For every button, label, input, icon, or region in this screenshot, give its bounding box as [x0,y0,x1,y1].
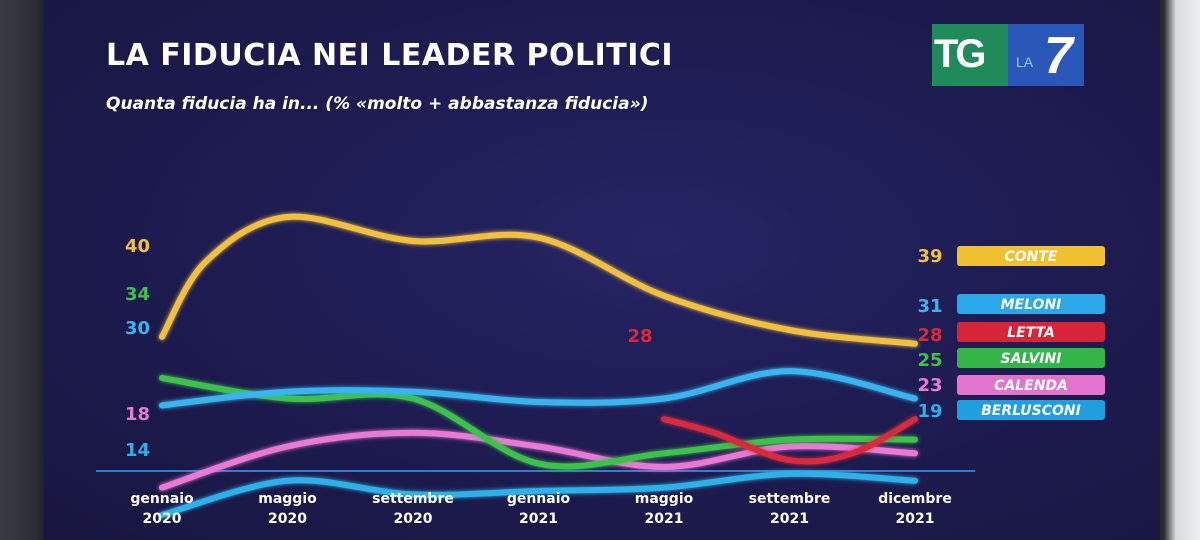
end-value-calenda: 23 [917,375,942,396]
series-line-letta [661,416,918,465]
legend-label-calenda: CALENDA [994,378,1068,394]
x-tick-year-6: 2021 [896,511,935,527]
legend-badge-calenda [957,375,1105,395]
legend-label-salvini: SALVINI [1001,351,1062,367]
series-line-salvini [159,375,918,470]
end-value-salvini: 25 [917,350,942,371]
start-value-calenda: 18 [125,404,150,425]
legend-badge-meloni [957,294,1105,314]
x-tick-year-0: 2020 [143,511,182,527]
legend-badge-conte [957,246,1105,266]
series-line-calenda [159,429,918,491]
x-tick-label-3: gennaio [507,491,571,507]
start-value-meloni: 30 [125,318,150,339]
series-line-meloni [159,368,918,409]
x-tick-year-1: 2020 [268,511,307,527]
legend-label-conte: CONTE [1004,249,1057,265]
end-value-berlusconi: 19 [917,401,942,422]
x-tick-year-3: 2021 [519,511,558,527]
start-value-conte: 40 [125,236,150,257]
start-value-salvini: 34 [125,284,150,305]
end-value-meloni: 31 [917,296,942,317]
x-tick-year-2: 2020 [394,511,433,527]
legend-badge-letta [957,322,1105,342]
legend-badge-berlusconi [957,400,1105,420]
x-tick-year-4: 2021 [645,511,684,527]
chart-title: LA FIDUCIA NEI LEADER POLITICI [106,38,674,73]
series-line-berlusconi [159,470,918,518]
x-tick-year-5: 2021 [770,511,809,527]
logo-tg-text: TG [934,32,987,76]
end-value-letta: 28 [917,325,942,346]
x-tick-label-1: maggio [258,491,317,507]
start-value-letta: 28 [627,326,652,347]
logo-seven-text: 7 [1044,27,1073,85]
x-tick-label-0: gennaio [130,491,194,507]
x-tick-label-5: settembre [749,491,831,507]
logo-green-block [932,24,1008,86]
x-tick-label-2: settembre [372,491,454,507]
logo-blue-block [1008,24,1084,86]
x-tick-label-6: dicembre [878,491,952,507]
legend-label-meloni: MELONI [1001,297,1062,313]
legend-label-berlusconi: BERLUSCONI [981,403,1081,419]
logo-la-text: LA [1016,54,1034,70]
chart-subtitle: Quanta fiducia ha in... (% «molto + abba… [106,94,649,114]
end-value-conte: 39 [917,246,942,267]
tv-screen [44,0,1160,540]
series-line-conte [159,213,918,347]
tg-la7-logo: TG LA 7 [932,24,1084,86]
start-value-berlusconi: 14 [125,440,150,461]
legend-label-letta: LETTA [1007,325,1055,341]
x-tick-label-4: maggio [635,491,694,507]
legend-badge-salvini [957,348,1105,368]
